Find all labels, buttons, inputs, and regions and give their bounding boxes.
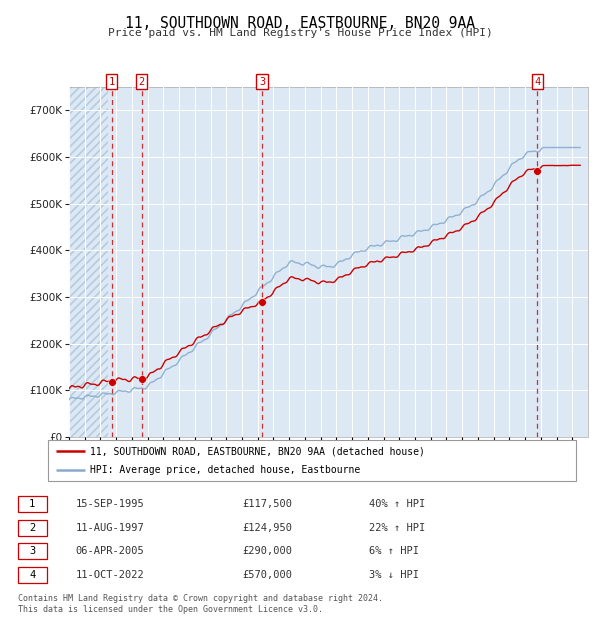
Text: 4: 4 [534,77,541,87]
FancyBboxPatch shape [18,543,47,559]
Text: 11, SOUTHDOWN ROAD, EASTBOURNE, BN20 9AA (detached house): 11, SOUTHDOWN ROAD, EASTBOURNE, BN20 9AA… [90,446,425,456]
FancyBboxPatch shape [48,440,576,480]
Text: 1: 1 [109,77,115,87]
Text: 3% ↓ HPI: 3% ↓ HPI [369,570,419,580]
FancyBboxPatch shape [18,496,47,512]
Text: 11-OCT-2022: 11-OCT-2022 [76,570,144,580]
Text: 11, SOUTHDOWN ROAD, EASTBOURNE, BN20 9AA: 11, SOUTHDOWN ROAD, EASTBOURNE, BN20 9AA [125,16,475,30]
Text: 2: 2 [139,77,145,87]
Text: 15-SEP-1995: 15-SEP-1995 [76,499,144,509]
Text: £290,000: £290,000 [242,546,292,556]
Bar [69,87,109,437]
Text: 1: 1 [29,499,35,509]
Text: 40% ↑ HPI: 40% ↑ HPI [369,499,425,509]
Text: £124,950: £124,950 [242,523,292,533]
FancyBboxPatch shape [18,567,47,583]
Text: 22% ↑ HPI: 22% ↑ HPI [369,523,425,533]
Text: HPI: Average price, detached house, Eastbourne: HPI: Average price, detached house, East… [90,464,361,475]
Text: £570,000: £570,000 [242,570,292,580]
Text: 6% ↑ HPI: 6% ↑ HPI [369,546,419,556]
Text: £117,500: £117,500 [242,499,292,509]
Text: 2: 2 [29,523,35,533]
Text: 11-AUG-1997: 11-AUG-1997 [76,523,144,533]
Text: 06-APR-2005: 06-APR-2005 [76,546,144,556]
FancyBboxPatch shape [18,520,47,536]
Text: Price paid vs. HM Land Registry's House Price Index (HPI): Price paid vs. HM Land Registry's House … [107,28,493,38]
Text: 3: 3 [29,546,35,556]
Text: 3: 3 [259,77,265,87]
Text: Contains HM Land Registry data © Crown copyright and database right 2024.
This d: Contains HM Land Registry data © Crown c… [18,595,383,614]
Text: 4: 4 [29,570,35,580]
